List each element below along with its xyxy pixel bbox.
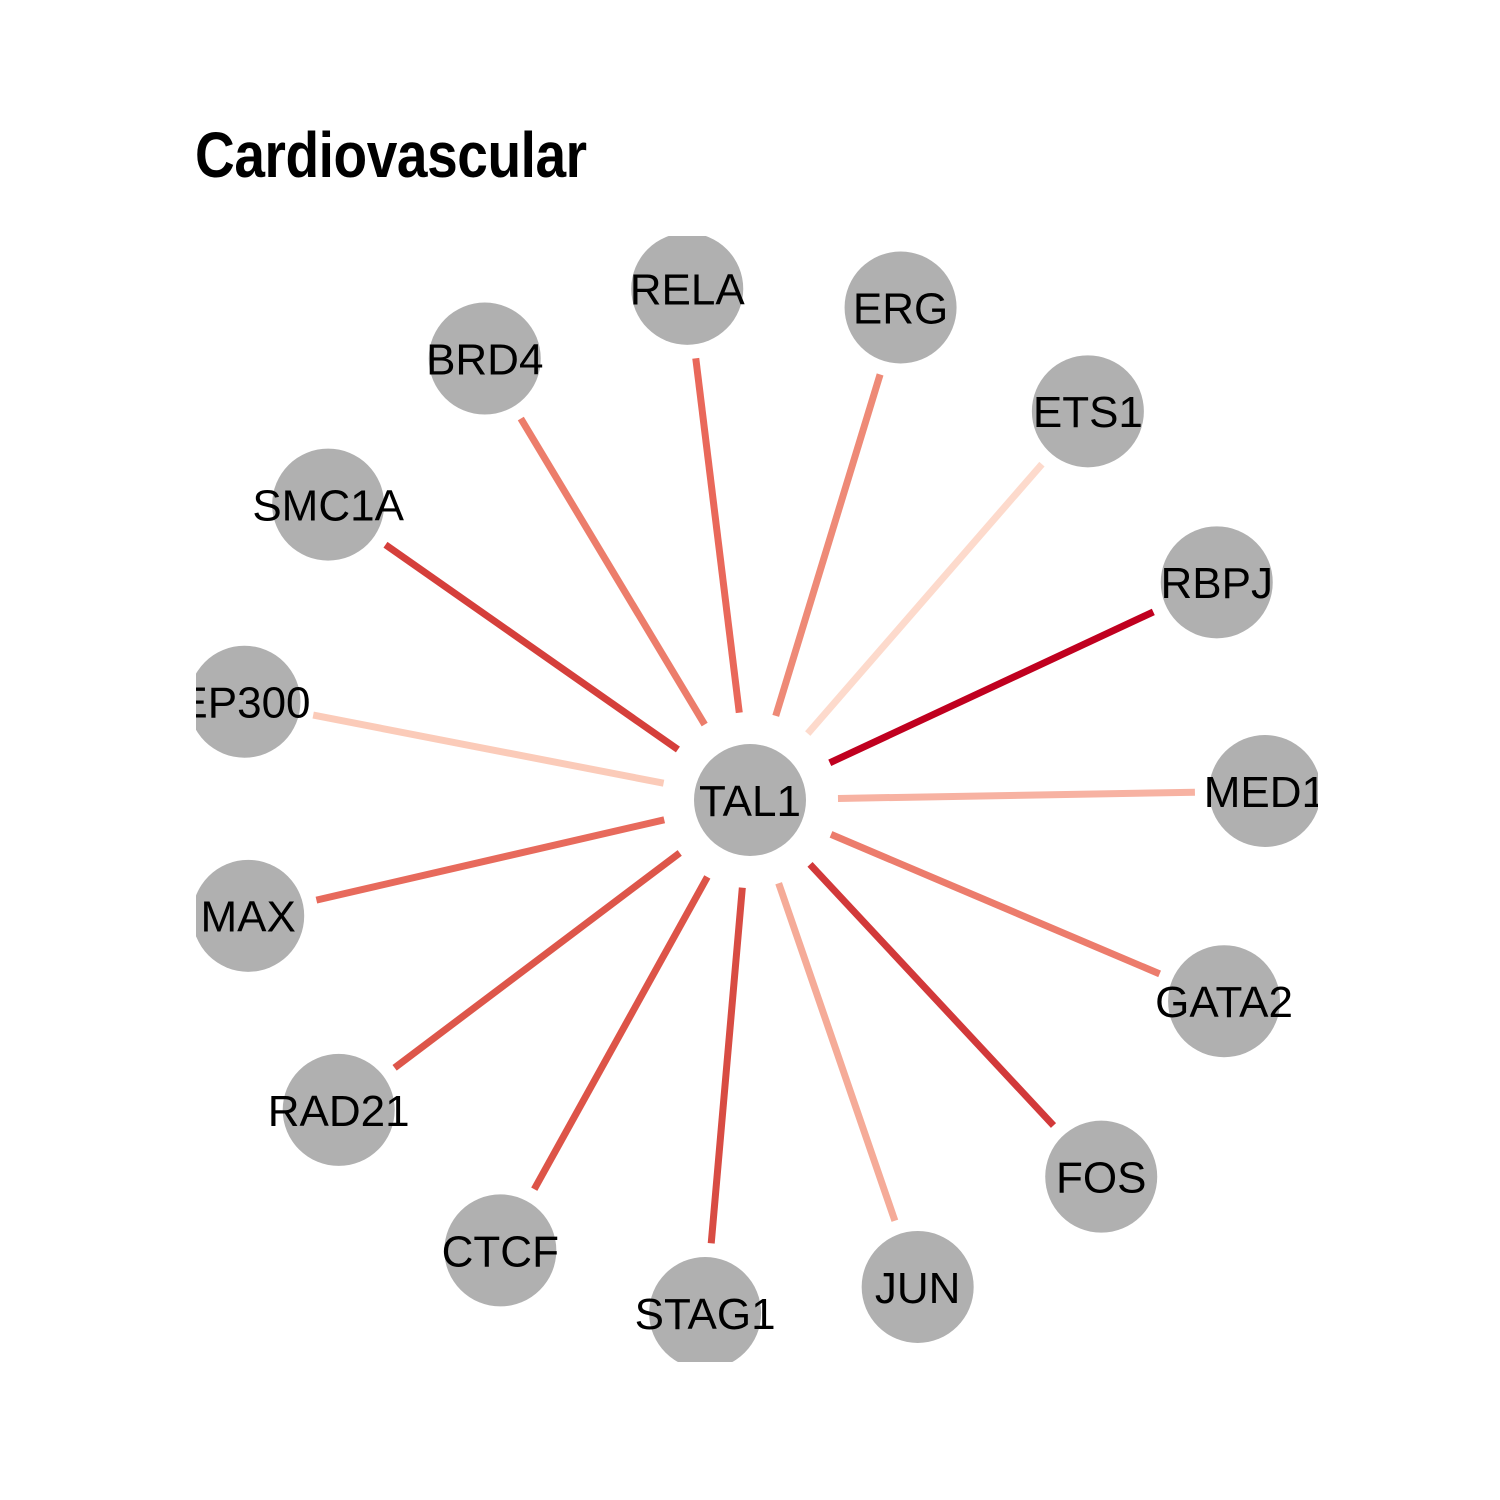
node-center-tal1: TAL1 <box>694 744 806 856</box>
node-brd4-circle <box>428 302 541 415</box>
node-max: MAX <box>196 859 305 972</box>
edge-tal1-stag1 <box>707 887 746 1244</box>
node-center-tal1-circle <box>694 744 806 856</box>
node-center-tal1-label: TAL1 <box>699 777 801 826</box>
node-ets1: ETS1 <box>1031 355 1144 468</box>
node-max-label: MAX <box>201 893 296 942</box>
node-erg-label: ERG <box>853 284 948 333</box>
node-ctcf: CTCF <box>442 1194 559 1307</box>
node-rbpj-label: RBPJ <box>1161 559 1273 608</box>
node-gata2-label: GATA2 <box>1155 978 1293 1027</box>
edge-tal1-ctcf <box>531 875 711 1191</box>
node-brd4-label: BRD4 <box>426 335 543 384</box>
node-stag1-label: STAG1 <box>635 1290 776 1339</box>
diagram-title: Cardiovascular <box>195 119 587 191</box>
node-jun-label: JUN <box>875 1264 961 1313</box>
node-rad21-circle <box>282 1053 395 1166</box>
node-med1-circle <box>1208 735 1318 847</box>
node-max-circle <box>196 859 305 972</box>
edge-tal1-smc1a <box>383 541 680 753</box>
node-rad21-label: RAD21 <box>268 1087 410 1136</box>
edge-tal1-rela <box>692 357 743 714</box>
node-brd4: BRD4 <box>426 302 543 415</box>
node-jun-circle <box>861 1230 974 1343</box>
node-fos-circle <box>1045 1120 1158 1233</box>
edge-tal1-ep300 <box>312 711 665 787</box>
edges-layer <box>312 357 1195 1244</box>
edge-tal1-gata2 <box>829 831 1161 978</box>
node-ets1-label: ETS1 <box>1033 388 1143 437</box>
node-ctcf-label: CTCF <box>442 1227 559 1276</box>
nodes-layer: RELA ERG ETS1 RBPJ MED1 GATA2 FOS JUN STAG1 CTCF R… <box>178 236 1326 1362</box>
node-gata2: GATA2 <box>1155 945 1293 1058</box>
edge-tal1-med1 <box>837 788 1195 802</box>
edge-tal1-jun <box>775 882 899 1222</box>
node-fos-label: FOS <box>1056 1153 1146 1202</box>
node-med1-label: MED1 <box>1204 768 1326 817</box>
node-smc1a-label: SMC1A <box>252 481 404 530</box>
edge-tal1-max <box>315 816 666 904</box>
edge-tal1-erg <box>772 373 884 717</box>
node-rela-circle <box>631 236 744 345</box>
edge-tal1-rad21 <box>392 850 682 1071</box>
node-ep300-circle <box>196 645 301 758</box>
edge-tal1-ets1 <box>805 461 1045 736</box>
node-smc1a: SMC1A <box>252 448 405 561</box>
node-rbpj: RBPJ <box>1160 526 1273 639</box>
node-ets1-circle <box>1031 355 1144 468</box>
node-rela: RELA <box>630 236 746 345</box>
node-rbpj-circle <box>1160 526 1273 639</box>
node-stag1: STAG1 <box>635 1257 776 1362</box>
node-gata2-circle <box>1168 945 1281 1058</box>
node-erg-circle <box>844 251 957 364</box>
node-erg: ERG <box>844 251 957 364</box>
edge-tal1-fos <box>807 861 1057 1128</box>
node-jun: JUN <box>861 1230 974 1343</box>
node-stag1-circle <box>649 1257 762 1362</box>
node-ep300-label: EP300 <box>178 679 310 728</box>
node-ctcf-circle <box>444 1194 557 1307</box>
edge-tal1-brd4 <box>517 416 708 727</box>
node-fos: FOS <box>1045 1120 1158 1233</box>
node-rela-label: RELA <box>630 266 746 315</box>
node-med1: MED1 <box>1204 735 1326 847</box>
node-smc1a-circle <box>272 448 385 561</box>
node-rad21: RAD21 <box>268 1053 410 1166</box>
node-ep300: EP300 <box>178 645 311 758</box>
edge-tal1-rbpj <box>828 608 1155 766</box>
